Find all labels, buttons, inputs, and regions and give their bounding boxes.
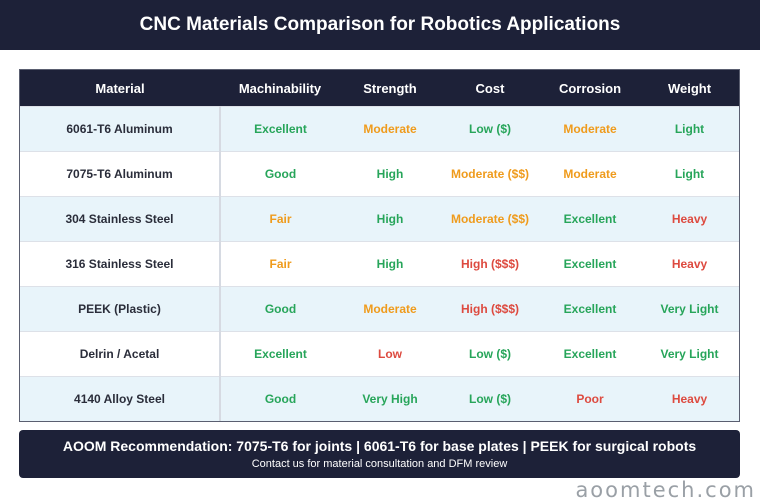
material-name-cell: 304 Stainless Steel <box>20 196 221 242</box>
table-row: 7075-T6 Aluminum Good High Moderate ($$) Mod… <box>20 151 739 197</box>
weight-rating-cell: Heavy <box>640 241 739 287</box>
strength-rating-cell: Very High <box>340 376 440 421</box>
weight-rating-cell: Light <box>640 151 739 197</box>
table-row: 6061-T6 Aluminum Excellent Moderate Low ($)… <box>20 106 739 152</box>
strength-rating-cell: Low <box>340 331 440 377</box>
material-name-cell: 4140 Alloy Steel <box>20 376 221 421</box>
machinability-rating-cell: Fair <box>220 241 340 287</box>
table-row: 316 Stainless Steel Fair High High ($$$) Exc… <box>20 241 739 287</box>
machinability-rating-cell: Good <box>220 151 340 197</box>
material-name-cell: 7075-T6 Aluminum <box>20 151 221 197</box>
table-row: 4140 Alloy Steel Good Very High Low ($) Poor… <box>20 376 739 421</box>
weight-rating-cell: Very Light <box>640 286 739 332</box>
cost-rating-cell: Moderate ($$) <box>440 196 540 242</box>
table-row: Delrin / Acetal Excellent Low Low ($) Excell… <box>20 331 739 377</box>
page-title: CNC Materials Comparison for Robotics Ap… <box>0 0 760 50</box>
column-header-corrosion: Corrosion <box>540 70 640 107</box>
materials-comparison-table: Material Machinability Strength Cost Corrosi… <box>20 70 739 421</box>
contact-text: Contact us for material consultation and… <box>251 458 508 470</box>
corrosion-rating-cell: Excellent <box>540 331 640 377</box>
cost-rating-cell: Low ($) <box>440 331 540 377</box>
machinability-rating-cell: Good <box>220 286 340 332</box>
machinability-rating-cell: Fair <box>220 196 340 242</box>
strength-rating-cell: High <box>340 196 440 242</box>
cost-rating-cell: Moderate ($$) <box>440 151 540 197</box>
cost-rating-cell: Low ($) <box>440 106 540 152</box>
table-header-row: Material Machinability Strength Cost Corrosi… <box>20 70 739 107</box>
material-name-cell: 6061-T6 Aluminum <box>20 106 221 152</box>
column-header-material: Material <box>20 70 220 107</box>
recommendation-text: AOOM Recommendation: 7075-T6 for joints … <box>62 438 697 454</box>
corrosion-rating-cell: Poor <box>540 376 640 421</box>
strength-rating-cell: High <box>340 241 440 287</box>
machinability-rating-cell: Excellent <box>220 331 340 377</box>
corrosion-rating-cell: Moderate <box>540 151 640 197</box>
strength-rating-cell: Moderate <box>340 106 440 152</box>
machinability-rating-cell: Good <box>220 376 340 421</box>
column-header-strength: Strength <box>340 70 440 107</box>
strength-rating-cell: High <box>340 151 440 197</box>
table-row: 304 Stainless Steel Fair High Moderate ($$)… <box>20 196 739 242</box>
cost-rating-cell: High ($$$) <box>440 286 540 332</box>
material-name-cell: Delrin / Acetal <box>20 331 221 377</box>
weight-rating-cell: Light <box>640 106 739 152</box>
strength-rating-cell: Moderate <box>340 286 440 332</box>
material-name-cell: PEEK (Plastic) <box>20 286 221 332</box>
recommendation-banner: AOOM Recommendation: 7075-T6 for joints … <box>19 430 740 478</box>
table-body: 6061-T6 Aluminum Excellent Moderate Low ($)… <box>20 106 739 421</box>
table-row: PEEK (Plastic) Good Moderate High ($$$) Exce… <box>20 286 739 332</box>
column-header-weight: Weight <box>640 70 739 107</box>
corrosion-rating-cell: Excellent <box>540 286 640 332</box>
materials-table-container: Material Machinability Strength Cost Corrosi… <box>19 69 740 422</box>
column-header-cost: Cost <box>440 70 540 107</box>
corrosion-rating-cell: Excellent <box>540 196 640 242</box>
corrosion-rating-cell: Excellent <box>540 241 640 287</box>
corrosion-rating-cell: Moderate <box>540 106 640 152</box>
material-name-cell: 316 Stainless Steel <box>20 241 221 287</box>
weight-rating-cell: Heavy <box>640 376 739 421</box>
weight-rating-cell: Very Light <box>640 331 739 377</box>
cost-rating-cell: Low ($) <box>440 376 540 421</box>
cost-rating-cell: High ($$$) <box>440 241 540 287</box>
column-header-machinability: Machinability <box>220 70 340 107</box>
brand-watermark: aoomtech.com <box>575 478 756 502</box>
machinability-rating-cell: Excellent <box>220 106 340 152</box>
weight-rating-cell: Heavy <box>640 196 739 242</box>
